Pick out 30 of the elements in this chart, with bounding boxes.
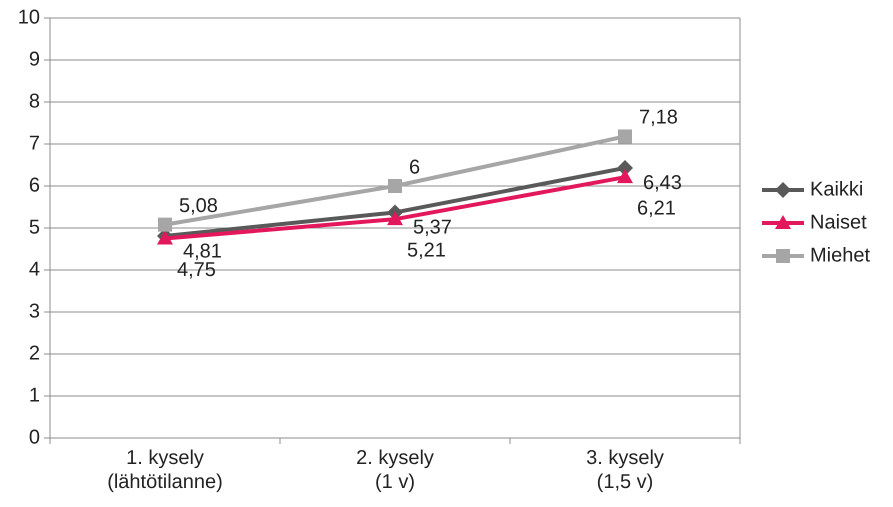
y-tick-label: 7 [28,132,40,154]
data-label: 6,43 [643,172,682,194]
point [388,179,402,193]
data-label: 5,08 [179,194,218,217]
data-label: 6 [409,156,420,178]
point [617,169,633,184]
y-tick-label: 2 [28,342,40,364]
point [157,230,173,244]
y-tick-label: 0 [28,426,40,448]
point [387,211,403,226]
point [158,218,172,232]
x-tick-label: 3. kysely (1,5 v) [586,447,664,493]
x-tick-label: 1. kysely (lähtötilanne) [107,447,223,493]
y-tick-label: 8 [28,90,40,112]
y-tick-label: 10 [18,6,40,28]
y-tick-label: 5 [28,216,40,238]
legend-label: Miehet [810,244,870,266]
data-label: 6,21 [637,197,676,220]
y-tick-label: 1 [28,384,40,406]
legend-label: Kaikki [810,178,864,200]
legend-label: Naiset [810,211,868,234]
x-tick-label: 2. kysely (1 v) [356,447,434,493]
data-label: 7,18 [639,106,678,129]
data-label: 5,37 [413,216,452,239]
data-label: 5,21 [407,239,446,262]
y-tick-label: 6 [28,174,40,196]
y-tick-label: 4 [28,258,40,280]
point [618,129,632,144]
y-tick-label: 9 [28,48,40,70]
y-tick-label: 3 [28,300,40,322]
